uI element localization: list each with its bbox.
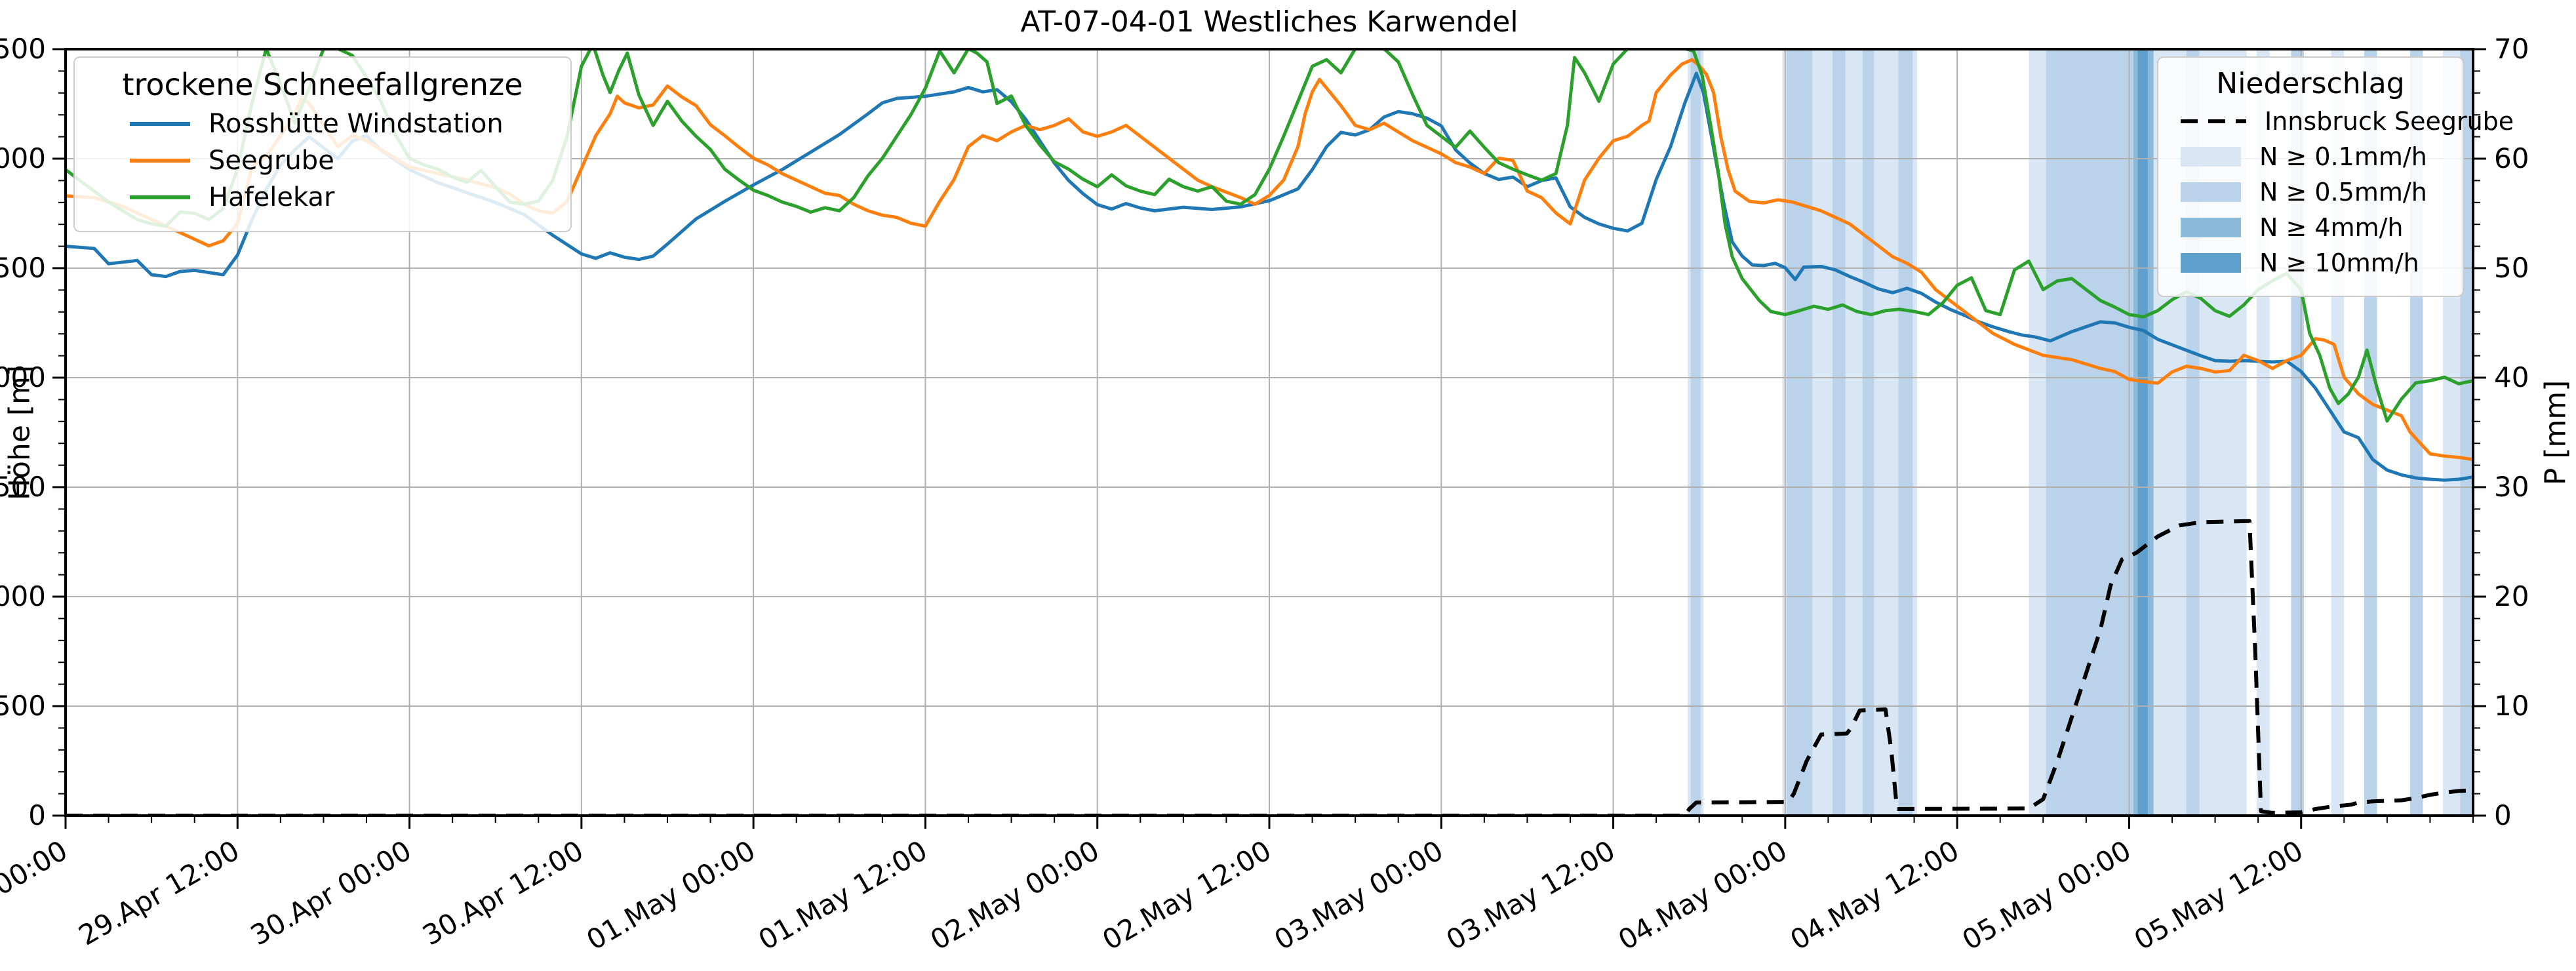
legend-item-band-2: N ≥ 4mm/h xyxy=(2181,213,2447,242)
x-tick-label: 05.May 12:00 xyxy=(2129,834,2308,956)
x-tick-label: 04.May 12:00 xyxy=(1785,834,1964,956)
legend-precip-items: Innsbruck Seegrube N ≥ 0.1mm/h N ≥ 0.5mm/h… xyxy=(2174,107,2514,277)
legend-item-band-3: N ≥ 10mm/h xyxy=(2181,248,2447,277)
x-tick-label: 29.Apr 00:00 xyxy=(0,834,73,951)
x-tick-label: 05.May 00:00 xyxy=(1956,834,2136,956)
band-swatch-icon xyxy=(2181,218,2241,237)
dashed-line-swatch-icon xyxy=(2181,119,2246,123)
precip-band-0.5 xyxy=(1690,49,1701,816)
precip-band-0.5 xyxy=(1898,49,1913,816)
line-swatch-icon xyxy=(130,195,190,199)
x-tick-label: 02.May 12:00 xyxy=(1097,834,1277,956)
x-tick-label: 04.May 00:00 xyxy=(1613,834,1793,956)
line-swatch-icon xyxy=(130,122,190,126)
y-left-tick-label: 1500 xyxy=(0,471,46,503)
y-left-tick-label: 3500 xyxy=(0,33,46,65)
legend-item-label: N ≥ 0.1mm/h xyxy=(2259,142,2427,171)
line-swatch-icon xyxy=(130,159,190,163)
legend-item-label: N ≥ 10mm/h xyxy=(2259,248,2419,277)
y-left-tick-label: 2000 xyxy=(0,361,46,393)
y-right-tick-label: 70 xyxy=(2494,33,2529,65)
y-right-tick-label: 60 xyxy=(2494,142,2529,174)
legend-item-label: N ≥ 4mm/h xyxy=(2259,213,2404,242)
y-right-tick-label: 0 xyxy=(2494,799,2512,831)
y-left-tick-label: 3000 xyxy=(0,142,46,174)
legend-item-label: Innsbruck Seegrube xyxy=(2265,107,2514,136)
y-right-tick-label: 30 xyxy=(2494,471,2529,503)
band-swatch-icon xyxy=(2181,253,2241,273)
x-tick-label: 01.May 00:00 xyxy=(581,834,761,956)
legend-item-band-1: N ≥ 0.5mm/h xyxy=(2181,178,2447,207)
left-axis-label: Höhe [m] xyxy=(3,365,37,501)
band-swatch-icon xyxy=(2181,147,2241,167)
legend-item-seegrube: Seegrube xyxy=(130,146,555,176)
legend-item-label: N ≥ 0.5mm/h xyxy=(2259,178,2427,207)
legend-item-band-0: N ≥ 0.1mm/h xyxy=(2181,142,2447,171)
precip-band-10 xyxy=(2137,49,2148,816)
legend-precip-title: Niederschlag xyxy=(2216,67,2405,100)
legend-precip: Niederschlag Innsbruck Seegrube N ≥ 0.1mm… xyxy=(2157,56,2514,297)
x-tick-label: 30.Apr 00:00 xyxy=(245,834,417,951)
y-left-tick-label: 500 xyxy=(0,690,46,722)
y-right-tick-label: 20 xyxy=(2494,580,2529,612)
legend-item-rossh-tte-windstation: Rosshütte Windstation xyxy=(130,109,555,139)
x-tick-label: 30.Apr 12:00 xyxy=(417,834,589,951)
legend-snowline: trockene Schneefallgrenze Rosshütte Wind… xyxy=(73,56,572,232)
x-tick-label: 01.May 12:00 xyxy=(753,834,932,956)
precip-line xyxy=(66,519,2473,816)
right-axis-label: P [mm] xyxy=(2539,380,2573,486)
y-left-tick-label: 2500 xyxy=(0,252,46,284)
precip-band-0.5 xyxy=(1862,49,1874,816)
legend-snowline-items: Rosshütte Windstation Seegrube Hafelekar xyxy=(90,109,555,212)
precip-band-0.5 xyxy=(1787,49,1813,816)
x-tick-label: 03.May 12:00 xyxy=(1441,834,1621,956)
legend-item-hafelekar: Hafelekar xyxy=(130,182,555,212)
y-left-tick-label: 1000 xyxy=(0,580,46,612)
x-tick-label: 29.Apr 12:00 xyxy=(73,834,245,951)
legend-snowline-title: trockene Schneefallgrenze xyxy=(122,67,523,102)
y-left-tick-label: 0 xyxy=(28,799,46,831)
legend-item-label: Rosshütte Windstation xyxy=(208,109,504,139)
x-tick-label: 03.May 00:00 xyxy=(1269,834,1448,956)
legend-item-innsbruck-seegrube: Innsbruck Seegrube xyxy=(2181,107,2514,136)
y-right-tick-label: 40 xyxy=(2494,361,2529,393)
legend-item-label: Hafelekar xyxy=(208,182,335,212)
chart-title: AT-07-04-01 Westliches Karwendel xyxy=(1020,5,1518,39)
band-swatch-icon xyxy=(2181,182,2241,202)
legend-item-label: Seegrube xyxy=(208,146,334,176)
x-tick-label: 02.May 00:00 xyxy=(925,834,1105,956)
y-right-tick-label: 50 xyxy=(2494,252,2529,284)
precip-band-0.5 xyxy=(1832,49,1846,816)
y-right-tick-label: 10 xyxy=(2494,690,2529,722)
